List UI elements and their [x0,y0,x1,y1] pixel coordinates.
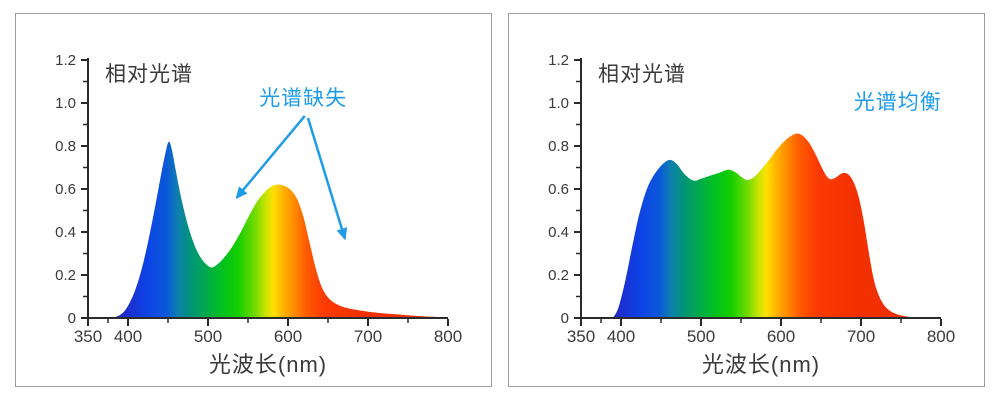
x-tick-label: 600 [767,327,795,346]
x-tick-label: 700 [847,327,875,346]
y-tick-label: 1.2 [55,52,76,69]
x-tick-label: 700 [354,327,382,346]
x-tick-label: 800 [434,327,462,346]
x-axis-label: 光波长(nm) [701,352,821,377]
y-tick-label: 1.2 [548,52,569,69]
spectrum-panel-balanced: 350 400 500 600 700 800 0 0.2 0.4 0.6 0.8 1.0 1.2 相对… [508,13,985,387]
annotation-spectrum-balanced: 光谱均衡 [853,90,942,114]
y-tick-label: 0.4 [55,224,76,241]
y-tick-label: 0 [68,310,76,327]
axes [87,58,448,319]
x-tick-label: 350 [74,327,102,346]
x-tick-label: 400 [114,327,142,346]
annotation-spectrum-missing: 光谱缺失 [259,86,348,110]
y-tick-label: 0.2 [55,267,76,284]
y-tick-label: 0.6 [55,181,76,198]
y-tick-label: 0 [561,310,569,327]
chart-title: 相对光谱 [105,63,193,86]
spectrum-curve [613,133,921,318]
y-tick-label: 0.4 [548,224,569,241]
y-tick-label: 0.8 [548,138,569,155]
x-tick-label: 400 [607,327,635,346]
x-axis-label: 光波长(nm) [208,352,328,377]
x-tick-label: 600 [274,327,302,346]
x-tick-label: 800 [927,327,955,346]
y-tick-label: 0.8 [55,138,76,155]
chart-title: 相对光谱 [598,63,686,86]
x-tick-label: 350 [567,327,595,346]
spectrum-panel-missing: 350 400 500 600 700 800 0 0.2 0.4 0.6 0.8 1.0 1.2 相对… [15,13,492,387]
y-tick-label: 0.2 [548,267,569,284]
y-tick-label: 1.0 [55,95,76,112]
axes [580,58,941,319]
spectrum-chart-missing: 350 400 500 600 700 800 0 0.2 0.4 0.6 0.8 1.0 1.2 [55,52,462,346]
spectrum-chart-balanced: 350 400 500 600 700 800 0 0.2 0.4 0.6 0.8 1.0 1.2 [548,52,955,346]
y-tick-label: 0.6 [548,181,569,198]
x-tick-label: 500 [687,327,715,346]
annotation-arrow [235,115,306,200]
spectrum-curve [112,141,448,318]
x-tick-label: 500 [194,327,222,346]
annotation-arrow [306,117,348,241]
y-tick-label: 1.0 [548,95,569,112]
